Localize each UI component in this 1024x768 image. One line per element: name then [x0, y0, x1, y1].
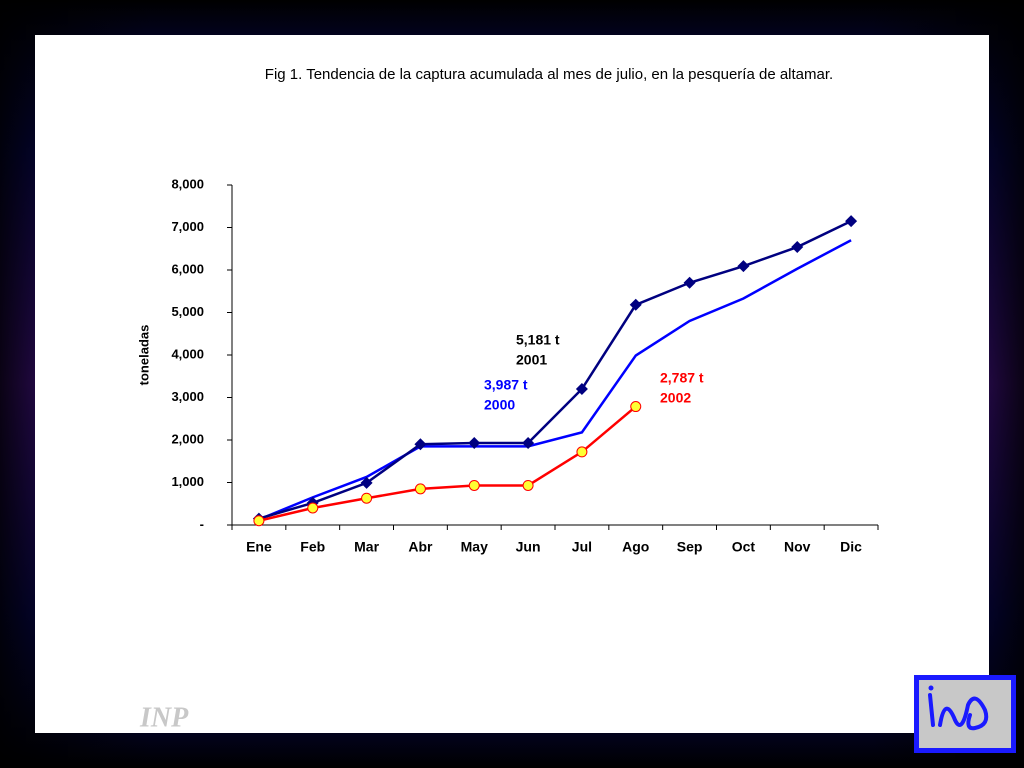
y-tick-label: 6,000 [171, 261, 204, 276]
y-tick-label: 5,000 [171, 304, 204, 319]
y-axis-label: toneladas [136, 325, 151, 386]
annotation: 3,987 t [484, 377, 528, 393]
watermark: INP [139, 702, 189, 733]
y-tick-label: 1,000 [171, 474, 204, 489]
x-tick-label: Feb [300, 539, 325, 555]
logo-dot [928, 685, 934, 691]
x-tick-label: May [461, 539, 488, 555]
x-tick-label: Oct [732, 539, 756, 555]
marker [414, 483, 426, 495]
annotation: 5,181 t [516, 332, 560, 348]
y-tick-label: 7,000 [171, 219, 204, 234]
marker [845, 215, 858, 228]
marker [414, 438, 427, 451]
x-tick-label: Nov [784, 539, 811, 555]
marker [576, 446, 588, 458]
x-tick-label: Jul [572, 539, 592, 555]
marker [630, 401, 642, 413]
x-tick-label: Ago [622, 539, 649, 555]
slide-panel [35, 35, 989, 733]
marker [307, 502, 319, 514]
marker [683, 276, 696, 289]
marker [253, 515, 265, 527]
y-tick-label: 2,000 [171, 431, 204, 446]
x-tick-label: Abr [408, 539, 433, 555]
x-tick-label: Sep [677, 539, 703, 555]
y-tick-label: 4,000 [171, 346, 204, 361]
y-tick-label: - [200, 516, 204, 531]
marker [468, 479, 480, 491]
marker [522, 436, 535, 449]
marker [360, 476, 373, 489]
marker [468, 436, 481, 449]
annotation: 2001 [516, 352, 547, 368]
marker [361, 492, 373, 504]
annotation: 2002 [660, 390, 691, 406]
chart-title: Fig 1. Tendencia de la captura acumulada… [265, 66, 833, 83]
x-tick-label: Ene [246, 539, 272, 555]
x-tick-label: Mar [354, 539, 379, 555]
marker [575, 383, 588, 395]
y-tick-label: 3,000 [171, 389, 204, 404]
series-line [258, 405, 637, 522]
annotation: 2000 [484, 397, 515, 413]
logo [914, 675, 1016, 753]
x-tick-label: Jun [516, 539, 541, 555]
marker [522, 479, 534, 491]
series-line [258, 239, 852, 521]
x-tick-label: Dic [840, 539, 862, 555]
annotation: 2,787 t [660, 370, 704, 386]
plot: - 1,000 2,000 3,000 4,000 5,000 6,000 7,000 8,00… [171, 176, 879, 555]
logo-scribble [928, 693, 989, 731]
marker [737, 260, 750, 273]
marker [791, 241, 804, 254]
series-line [258, 219, 852, 520]
marker [629, 298, 642, 311]
y-tick-label: 8,000 [171, 176, 204, 191]
